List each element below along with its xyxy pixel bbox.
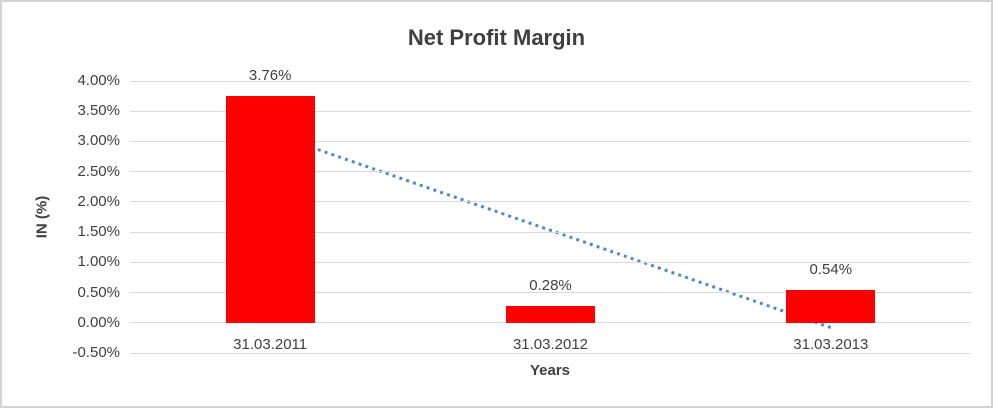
gridline — [130, 171, 971, 173]
bar — [786, 290, 876, 323]
y-tick-label: -0.50% — [72, 344, 120, 361]
y-tick-label: 1.50% — [77, 223, 120, 241]
gridline — [130, 140, 971, 142]
gridline — [130, 201, 971, 203]
gridline — [130, 292, 971, 294]
gridline — [130, 352, 971, 354]
x-axis-title: Years — [529, 362, 571, 379]
x-tick-label: 31.03.2012 — [512, 335, 589, 353]
gridline — [130, 110, 971, 112]
bar-data-label: 0.28% — [529, 276, 572, 294]
gridline — [130, 261, 971, 263]
y-tick-label: 3.00% — [77, 132, 120, 150]
y-tick-label: 0.50% — [77, 283, 120, 301]
y-tick-label: 1.00% — [77, 253, 120, 271]
bar — [506, 305, 595, 323]
chart-title: Net Profit Margin — [407, 25, 586, 50]
y-tick-label: 3.50% — [77, 102, 120, 120]
bar-data-label: 0.54% — [809, 261, 853, 279]
y-tick-label: 0.00% — [77, 313, 120, 331]
y-tick-label: 2.00% — [77, 192, 120, 210]
y-tick-label: 2.50% — [77, 162, 120, 180]
x-tick-label: 31.03.2013 — [793, 335, 869, 353]
bar-data-label: 3.76% — [248, 66, 292, 84]
x-tick-label: 31.03.2011 — [233, 335, 308, 353]
gridline — [130, 80, 971, 82]
bar — [225, 95, 315, 323]
y-tick-label: 4.00% — [77, 72, 120, 89]
gridline — [130, 322, 971, 324]
gridline — [130, 231, 971, 233]
